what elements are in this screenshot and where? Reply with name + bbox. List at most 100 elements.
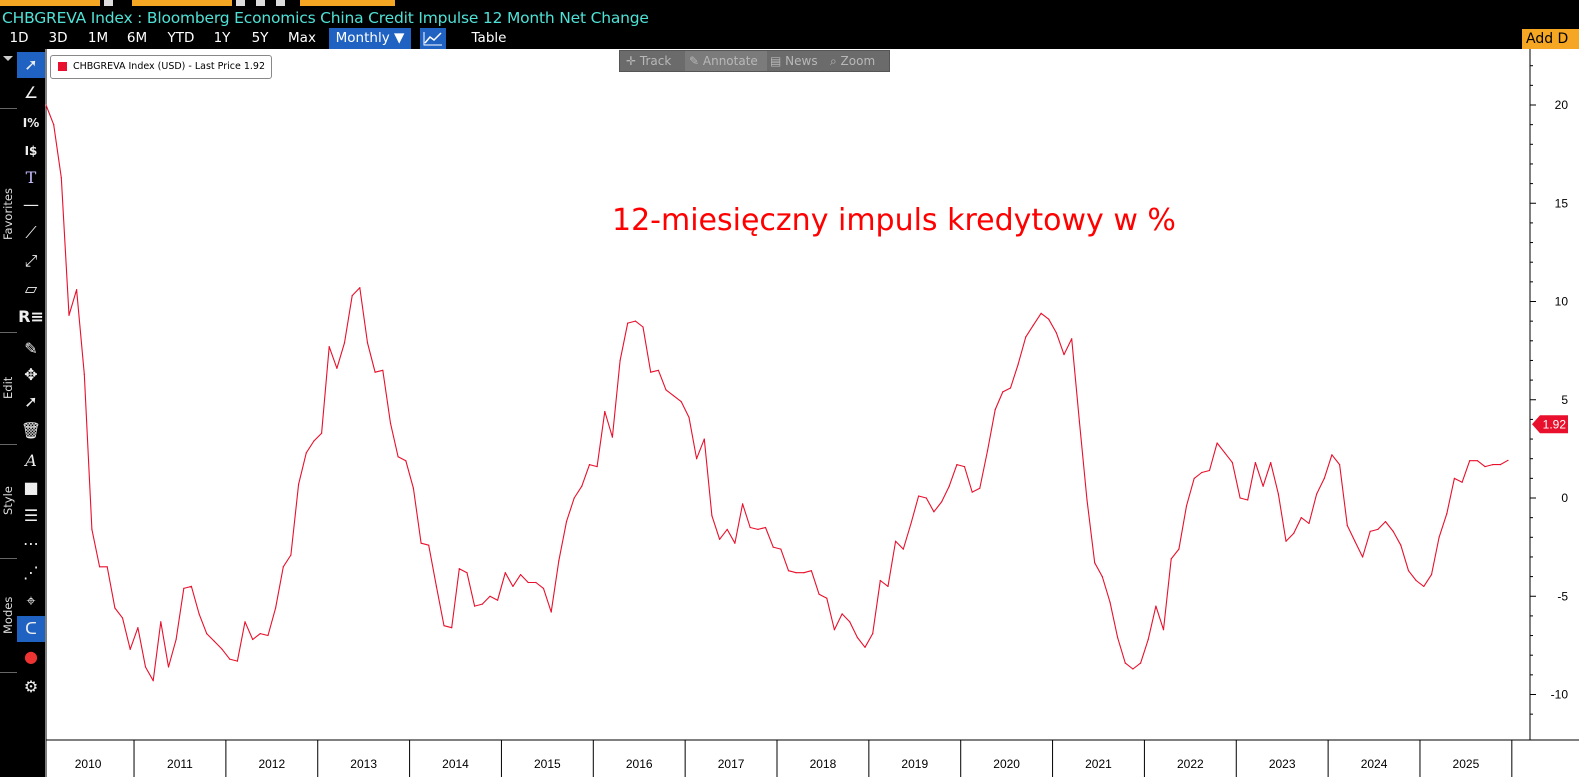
last-price-badge [1532, 415, 1568, 434]
settings-icon[interactable]: ⚙ [23, 677, 39, 696]
data-point [542, 587, 545, 590]
data-point [1316, 493, 1318, 495]
zoom-tool[interactable]: ⌕ Zoom [830, 51, 875, 71]
range-ytd-button[interactable]: YTD [167, 30, 195, 46]
x-tick-label: 2023 [1269, 757, 1296, 771]
end-date-calendar-icon[interactable] [236, 0, 245, 6]
period-select-arrow-icon[interactable] [276, 0, 285, 6]
data-point [328, 346, 330, 348]
data-point [1377, 528, 1379, 531]
data-point [673, 395, 675, 397]
data-point [826, 597, 828, 599]
range-3d-button[interactable]: 3D [48, 30, 68, 46]
add-data-button[interactable]: Add D [1522, 29, 1579, 49]
start-date-field[interactable] [0, 0, 100, 6]
annotate-label: Annotate [702, 54, 758, 68]
font-icon[interactable]: A [25, 451, 37, 470]
data-point [1254, 462, 1256, 464]
data-point [864, 646, 866, 648]
data-point [634, 320, 637, 322]
sidebar-collapse-icon[interactable] [3, 56, 13, 61]
y-tick-label: 0 [1561, 491, 1568, 505]
color-dots-icon[interactable]: ● [24, 647, 38, 666]
regression-icon[interactable]: R≡ [18, 307, 44, 326]
chart-annotation[interactable]: 12-miesięczny impuls kredytowy w % [612, 203, 1176, 238]
data-point [688, 416, 690, 418]
x-tick-label: 2020 [993, 757, 1020, 771]
range-1d-button[interactable]: 1D [9, 30, 29, 46]
channel-icon[interactable]: ▱ [24, 279, 38, 298]
series-legend[interactable]: CHBGREVA Index (USD) - Last Price 1.92 [50, 55, 273, 79]
data-point [979, 487, 981, 489]
ray-icon[interactable]: ⤢ [24, 251, 38, 270]
data-point [1140, 662, 1142, 664]
data-point [68, 314, 70, 316]
range-max-button[interactable]: Max [288, 30, 316, 46]
range-5y-button[interactable]: 5Y [251, 30, 269, 46]
data-point [703, 438, 705, 440]
data-point [1216, 442, 1218, 444]
pencil-icon: ✎ [689, 54, 703, 68]
data-point [810, 570, 813, 572]
line-thickness-icon[interactable]: ☰ [23, 506, 39, 525]
data-point [581, 485, 583, 487]
data-point [1224, 452, 1226, 454]
data-point [290, 554, 292, 556]
dotted-icon[interactable]: ⋰ [23, 563, 39, 582]
annotate-tool[interactable]: ✎ Annotate [685, 51, 767, 71]
x-tick-label: 2022 [1177, 757, 1204, 771]
data-point [1453, 477, 1455, 479]
text-icon[interactable]: T [25, 168, 37, 187]
periodicity-dropdown[interactable]: Monthly ▼ [329, 28, 411, 49]
y-tick-label: -5 [1557, 589, 1568, 603]
chart-area[interactable] [45, 49, 1579, 777]
magnet-icon[interactable]: ᑕ [17, 616, 45, 642]
data-point [343, 342, 346, 344]
data-point [1124, 662, 1126, 664]
cursor-icon[interactable]: ➚ [17, 52, 45, 78]
table-button[interactable]: Table [471, 30, 507, 46]
line-chart-icon [423, 32, 442, 46]
data-point [190, 585, 192, 588]
chart-type-button[interactable] [420, 28, 446, 49]
data-point [1384, 521, 1387, 523]
crosshair-icon[interactable]: ⌖ [26, 591, 36, 610]
track-tool[interactable]: ✛ Track [626, 51, 671, 71]
x-axis: 2010 2011 2012 2013 2014 2015 2016 2017 2018 2019… [75, 740, 1513, 777]
trendline-icon[interactable]: ⟋ [25, 223, 37, 242]
data-point [757, 528, 759, 531]
currency-field[interactable] [300, 0, 395, 6]
move-icon[interactable]: ✥ [24, 365, 38, 384]
line-icon[interactable]: — [23, 195, 39, 214]
draw-icon[interactable]: ∠ [23, 83, 39, 102]
x-tick-label: 2015 [534, 757, 561, 771]
data-point [336, 367, 338, 369]
period-select-icon[interactable] [256, 0, 265, 6]
trash-icon[interactable]: 🗑 [20, 421, 42, 440]
x-tick-label: 2013 [350, 757, 377, 771]
data-point [412, 487, 414, 489]
end-date-field[interactable] [132, 0, 232, 6]
data-point [665, 389, 667, 391]
line-style-icon[interactable]: ⋯ [23, 534, 39, 553]
range-6m-button[interactable]: 6M [126, 30, 148, 46]
data-point [535, 581, 537, 584]
data-point [1178, 548, 1180, 550]
pencil-icon[interactable]: ✎ [24, 339, 38, 358]
dollar-icon[interactable]: Ⅰ$ [24, 144, 38, 158]
data-point [389, 422, 392, 424]
data-point [657, 369, 660, 371]
data-point [910, 522, 912, 525]
news-tool[interactable]: ▤ News [770, 51, 818, 71]
series-line[interactable] [45, 104, 1509, 682]
start-date-calendar-icon[interactable] [104, 0, 113, 6]
percent-icon[interactable]: Ⅰ% [22, 116, 40, 130]
data-point [244, 621, 246, 623]
select-add-icon[interactable]: ➚ [24, 392, 38, 411]
data-point [527, 581, 529, 584]
range-1y-button[interactable]: 1Y [213, 30, 231, 46]
data-point [604, 410, 606, 413]
range-1m-button[interactable]: 1M [87, 30, 109, 46]
color-box-icon[interactable]: ■ [23, 478, 39, 497]
